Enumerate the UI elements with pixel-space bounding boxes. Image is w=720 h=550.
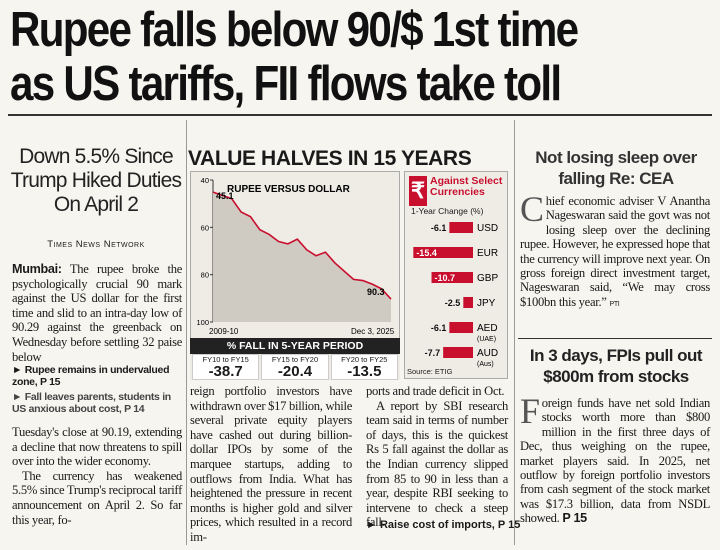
middle-col2-para-a: ports and trade deficit in Oct. [366,384,505,398]
sidebar-headline-2: In 3 days, FPIs pull out $800m from stoc… [529,346,703,386]
currency-bar [449,322,473,333]
currency-change-panel: ₹ Against Select Currencies 1-Year Chang… [404,171,508,379]
headline-line-1: Rupee falls below 90/$ 1st time [10,3,579,57]
sidebar-story-2-text: oreign funds have net sold Indian stocks… [520,396,710,526]
para-2: Tuesday's close at 90.19, extending a de… [12,425,182,469]
currency-label: EUR [477,248,498,259]
currency-label: USD [477,223,498,234]
sidebar-headline-1: Not losing sleep over falling Re: CEA [535,148,697,188]
pointer-1[interactable]: ► Rupee remains in undervalued zone, P 1… [12,364,170,388]
period-label: FY10 to FY15 [202,355,249,364]
rupee-icon: ₹ [409,176,427,206]
chart-title: RUPEE VERSUS DOLLAR [227,184,351,195]
chart-end-value: 90.3 [367,287,385,297]
currency-bar-value: -15.4 [416,248,437,258]
currency-bar-value: -2.5 [445,298,461,308]
period-label: FY15 to FY20 [271,355,319,364]
chart-series-line [212,191,392,300]
left-continuation: Tuesday's close at 90.19, extending a de… [12,425,182,527]
bar-panel-subtitle: 1-Year Change (%) [411,206,484,216]
middle-column-1: reign portfolio investors have withdrawn… [190,384,352,544]
chart-end-label: Dec 3, 2025 [351,327,395,336]
period-value: -13.5 [347,363,382,380]
currency-bar-value: -7.7 [425,348,441,358]
period-label: FY20 to FY25 [341,355,388,364]
currency-label: GBP [477,273,498,284]
column-divider-2 [514,120,515,545]
column-divider-1 [186,120,187,545]
drop-cap-1: C [520,189,544,229]
bar-panel-source: Source: ETIG [407,367,453,376]
pct-fall-row: FY10 to FY15 -38.7 FY15 to FY20 -20.4 FY… [190,354,400,380]
period-cell: FY20 to FY25 -13.5 [330,354,398,380]
period-value: -38.7 [208,363,243,380]
period-cell: FY10 to FY15 -38.7 [192,354,260,380]
para-3: The currency has weakened 5.5% since Tru… [12,468,182,527]
pct-fall-title: % FALL IN 5-YEAR PERIOD [190,338,400,354]
pointer-1-text: Rupee remains in undervalued zone, P 15 [12,364,170,388]
sidebar-divider [518,338,712,339]
middle-col2-para-b: A report by SBI research team said in te… [366,398,508,530]
cross-reference-text: Raise cost of imports, P 15 [379,519,521,531]
lead-text: The rupee broke the psychologically cruc… [12,262,182,364]
chart-y-tick-label: 80 [201,271,209,280]
chart-y-tick-label: 40 [201,176,209,185]
currency-bar [463,297,473,308]
headline-rule [8,114,712,116]
sidebar-story-1-text: hief economic adviser V Anantha Nageswar… [520,194,710,309]
currency-label: AED [477,323,498,334]
currency-bar [449,222,473,233]
period-value: -20.4 [277,363,313,380]
chart-start-label: 2009-10 [209,327,239,336]
currency-bar-value: -6.1 [431,223,447,233]
rupee-dollar-chart-svg: RUPEE VERSUS DOLLAR 40 60 80 100 45.1 90.3 20… [196,176,395,336]
agency-tag: PTI [609,300,620,308]
chart-area-fill [213,192,391,322]
middle-column-2: ports and trade deficit in Oct. A report… [366,384,508,530]
byline: Times News Network [47,239,145,250]
story-pointers: ► Rupee remains in undervalued zone, P 1… [12,364,184,418]
graphic-title: VALUE HALVES IN 15 YEARS [188,147,472,170]
currency-bar [431,272,473,283]
page-reference: P 15 [562,511,587,526]
pointer-2[interactable]: ► Fall leaves parents, students in US an… [12,391,171,415]
dateline: Mumbai: [12,262,62,276]
period-cell: FY15 to FY20 -20.4 [261,354,329,380]
headline-line-2: as US tariffs, FII flows take toll [10,57,562,111]
pointer-2-text: Fall leaves parents, students in US anxi… [12,391,171,415]
currency-label: AUD [477,348,498,359]
cross-reference-link[interactable]: ► Raise cost of imports, P 15 [366,519,521,531]
subheadline: Down 5.5% Since Trump Hiked Duties On Ap… [10,145,182,216]
currency-bar [413,247,473,258]
lead-paragraph: Mumbai: The rupee broke the psychologica… [12,262,182,364]
currency-bar [443,347,473,358]
currency-bar-chart: -6.1 USD -15.4 EUR -10.7 GBP -2.5 JPY -6.1 AED (UA… [413,222,498,368]
currency-bar-value: -10.7 [435,273,456,283]
chart-start-value: 45.1 [216,191,234,201]
currency-label: JPY [477,298,496,309]
currency-note: (Aus) [477,361,494,368]
bar-panel-title: Against Select Currencies [430,175,503,198]
rupee-dollar-chart: RUPEE VERSUS DOLLAR 40 60 80 100 45.1 90.3 20… [190,171,400,339]
drop-cap-2: F [520,391,540,431]
currency-bar-value: -6.1 [431,323,447,333]
currency-note: (UAE) [477,336,496,343]
chart-y-tick-label: 60 [201,223,209,232]
chart-y-tick-label: 100 [196,318,209,327]
